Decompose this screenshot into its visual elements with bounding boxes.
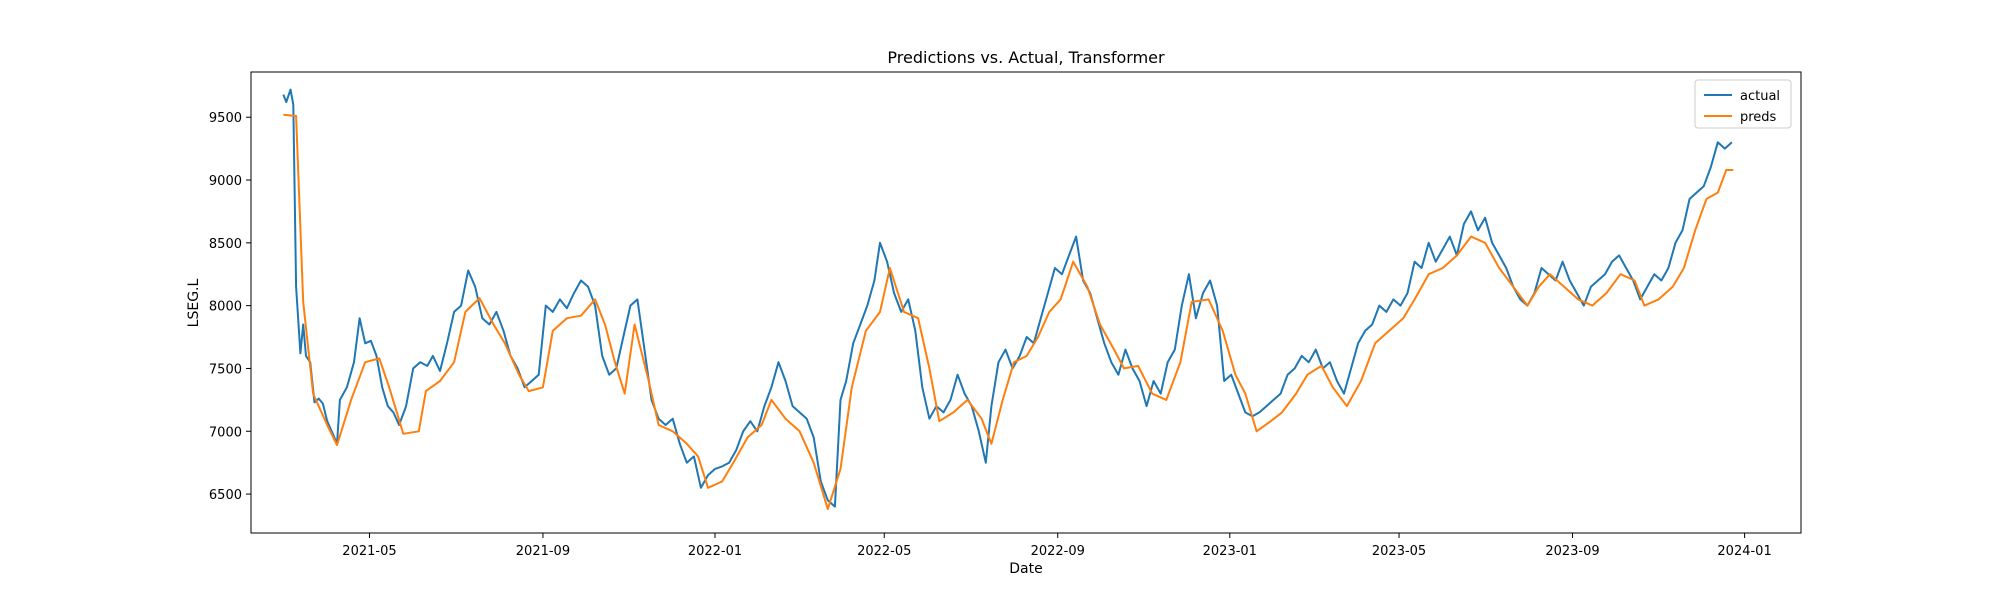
x-tick-label: 2023-09 [1545, 544, 1599, 559]
series-line-preds [283, 113, 1734, 511]
y-tick-label: 9000 [209, 174, 242, 189]
x-tick-label: 2021-05 [342, 544, 396, 559]
x-axis-label: Date [1009, 561, 1042, 577]
legend-label-actual: actual [1740, 89, 1780, 104]
x-axis: 2021-05 2021-09 2022-01 2022-05 2022-09 2023-… [342, 533, 1772, 559]
x-tick-label: 2023-01 [1203, 544, 1257, 559]
series-layer [282, 88, 1734, 511]
legend: actual preds [1694, 79, 1792, 129]
legend-label-preds: preds [1740, 110, 1777, 125]
y-tick-label: 6500 [209, 488, 242, 503]
x-tick-label: 2022-01 [688, 544, 742, 559]
x-tick-label: 2021-09 [516, 544, 570, 559]
y-tick-label: 7000 [209, 425, 242, 440]
y-axis-label: LSEG.L [186, 278, 202, 327]
y-tick-label: 7500 [209, 362, 242, 377]
y-tick-label: 8500 [209, 237, 242, 252]
x-tick-label: 2022-09 [1031, 544, 1085, 559]
x-tick-label: 2022-05 [857, 544, 911, 559]
y-tick-label: 8000 [209, 300, 242, 315]
y-axis: 6500 7000 7500 8000 8500 9000 9500 [209, 111, 251, 503]
y-tick-label: 9500 [209, 111, 242, 126]
chart-title: Predictions vs. Actual, Transformer [887, 48, 1165, 67]
x-tick-label: 2024-01 [1717, 544, 1771, 559]
series-line-actual [282, 88, 1733, 508]
x-tick-label: 2023-05 [1372, 544, 1426, 559]
plot-area-frame [250, 71, 1802, 534]
